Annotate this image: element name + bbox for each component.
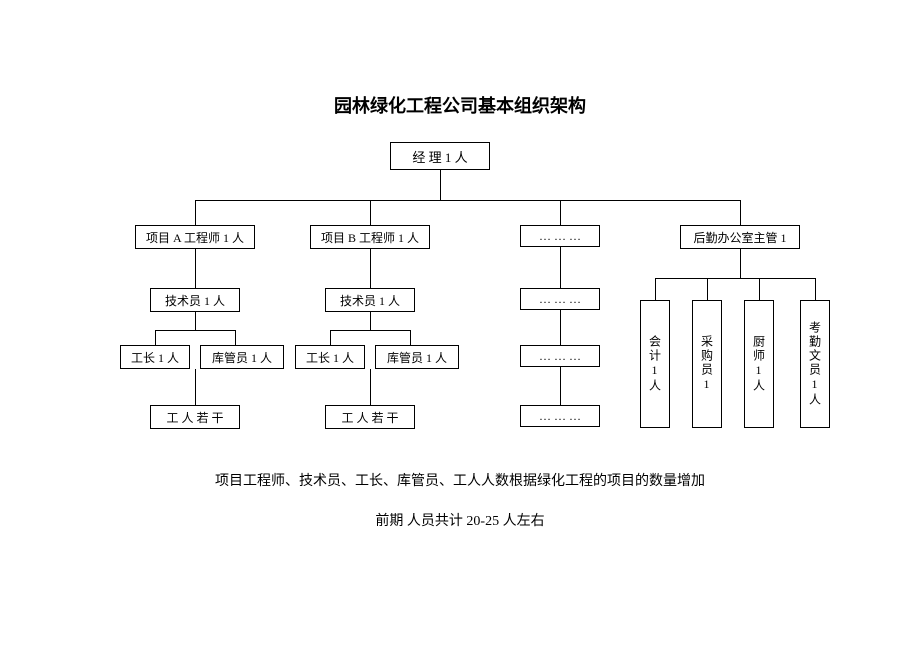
node-a-stock: 库管员 1 人 [200, 345, 284, 369]
node-b-foreman: 工长 1 人 [295, 345, 365, 369]
node-c-r3: … … … [520, 405, 600, 427]
node-manager: 经 理 1 人 [390, 142, 490, 170]
node-proj-b: 项目 B 工程师 1 人 [310, 225, 430, 249]
note-1: 项目工程师、技术员、工长、库管员、工人人数根据绿化工程的项目的数量增加 [0, 470, 920, 490]
node-proj-a: 项目 A 工程师 1 人 [135, 225, 255, 249]
node-d-2: 厨师1人 [744, 300, 774, 428]
node-d-1: 采购员1 [692, 300, 722, 428]
node-d-0: 会计1人 [640, 300, 670, 428]
node-b-workers: 工 人 若 干 [325, 405, 415, 429]
node-a-workers: 工 人 若 干 [150, 405, 240, 429]
node-d-3: 考勤文员1人 [800, 300, 830, 428]
node-proj-dots: … … … [520, 225, 600, 247]
node-c-r2: … … … [520, 345, 600, 367]
node-c-r1: … … … [520, 288, 600, 310]
node-b-stock: 库管员 1 人 [375, 345, 459, 369]
page-title: 园林绿化工程公司基本组织架构 [0, 92, 920, 118]
node-a-tech: 技术员 1 人 [150, 288, 240, 312]
node-b-tech: 技术员 1 人 [325, 288, 415, 312]
note-2: 前期 人员共计 20-25 人左右 [0, 510, 920, 530]
node-a-foreman: 工长 1 人 [120, 345, 190, 369]
node-logistics: 后勤办公室主管 1 [680, 225, 800, 249]
